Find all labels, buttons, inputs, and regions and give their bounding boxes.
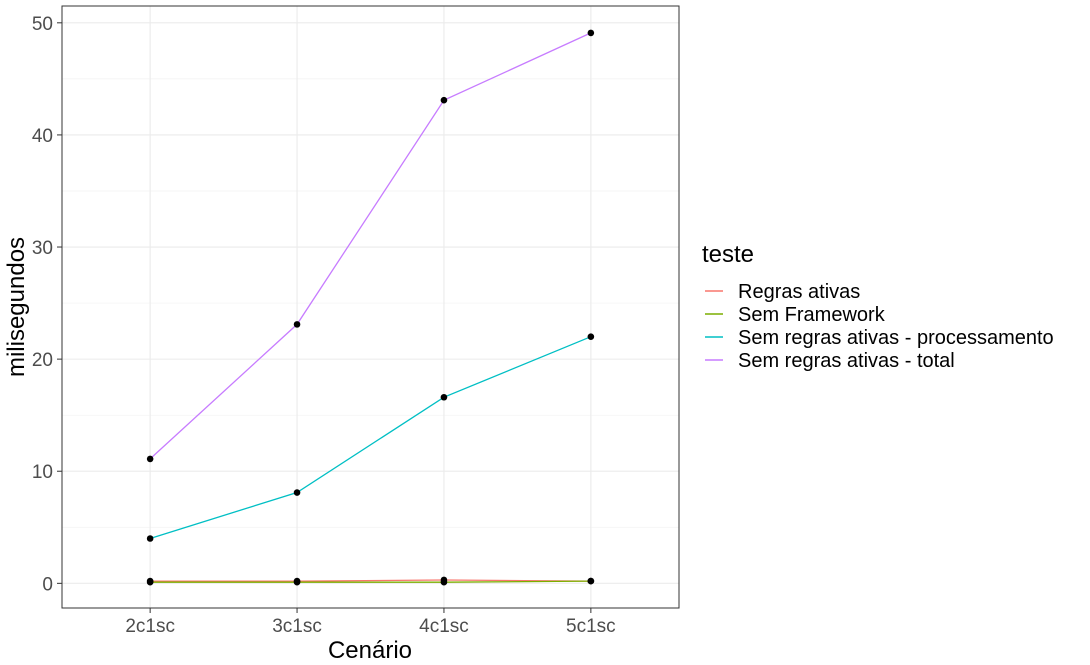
y-tick-label: 10: [32, 462, 53, 483]
y-tick-label: 40: [32, 126, 53, 147]
legend-label: Sem regras ativas - total: [738, 350, 955, 372]
y-tick-label: 30: [32, 238, 53, 259]
data-point: [440, 96, 448, 104]
data-point: [146, 455, 154, 463]
y-tick-label: 20: [32, 350, 53, 371]
data-point: [146, 535, 154, 542]
y-axis-title: milisegundos: [3, 237, 30, 377]
x-tick-label: 3c1sc: [272, 616, 322, 637]
x-axis-title: Cenário: [328, 637, 412, 664]
x-tick-label: 2c1sc: [125, 616, 175, 637]
y-axis: 0 10 20 30 40 50: [32, 14, 62, 595]
legend-label: Sem Framework: [738, 304, 886, 326]
data-point: [440, 578, 448, 586]
data-point: [440, 393, 448, 401]
data-point: [587, 577, 595, 585]
data-point: [293, 578, 301, 586]
data-points: [146, 29, 595, 586]
x-axis: 2c1sc 3c1sc 4c1sc 5c1sc: [125, 608, 616, 637]
series-line: [149, 336, 592, 540]
data-point: [293, 321, 301, 328]
data-point: [146, 578, 154, 586]
series-line: [150, 579, 591, 582]
x-tick-label: 5c1sc: [566, 616, 616, 637]
y-tick-label: 50: [32, 14, 53, 35]
grid: [62, 6, 679, 608]
y-tick-label: 0: [42, 574, 53, 595]
data-point: [293, 489, 301, 496]
data-point: [587, 29, 595, 37]
legend-label: Sem regras ativas - processamento: [738, 327, 1054, 349]
legend-title: teste: [702, 241, 754, 268]
series-line: [150, 580, 591, 583]
plot-panel: [61, 5, 680, 609]
series-line: [149, 32, 592, 460]
legend-label: Regras ativas: [738, 281, 860, 303]
series-lines: [149, 32, 592, 583]
x-tick-label: 4c1sc: [419, 616, 469, 637]
data-point: [587, 333, 595, 341]
